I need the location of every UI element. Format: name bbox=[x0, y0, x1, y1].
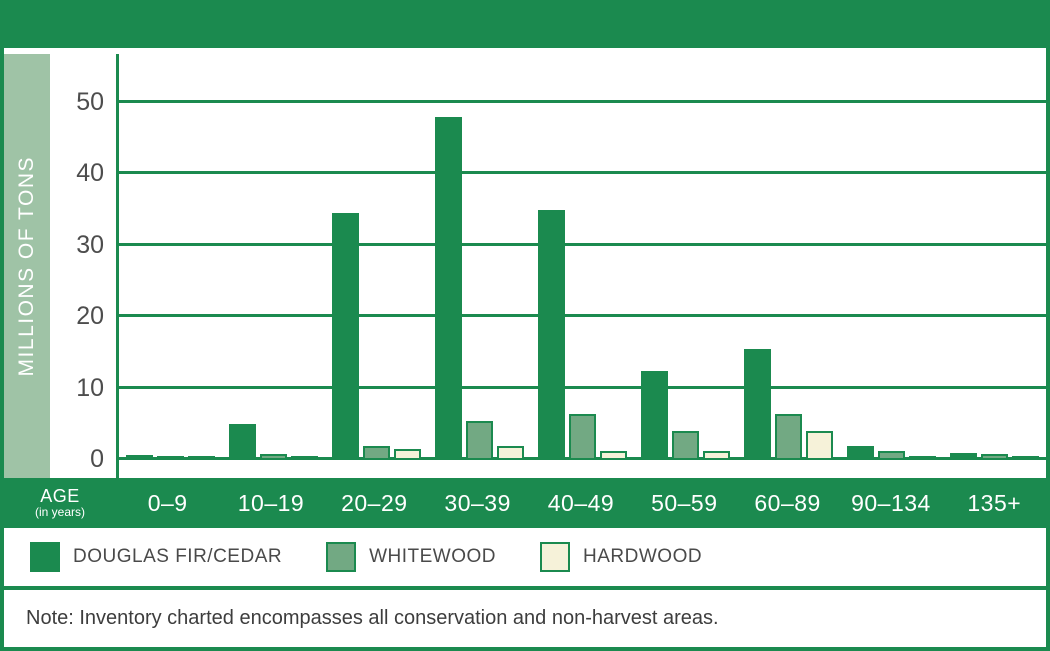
bar-group-40-49 bbox=[531, 209, 634, 460]
category-label-10-19: 10–19 bbox=[237, 489, 305, 516]
gridline-20 bbox=[119, 314, 1046, 317]
bar-douglas-fir-cedar-135 bbox=[950, 452, 977, 460]
bar-hardwood-10-19 bbox=[291, 456, 318, 460]
bar-group-20-29 bbox=[325, 213, 428, 460]
bar-whitewood-135 bbox=[981, 454, 1008, 460]
chart-region: MILLIONS OF TONS 0 10 20 30 40 50 bbox=[4, 54, 1046, 478]
bar-whitewood-0-9 bbox=[157, 456, 184, 460]
bar-group-135 bbox=[943, 452, 1046, 460]
bar-hardwood-40-49 bbox=[600, 451, 627, 460]
bar-douglas-fir-cedar-90-134 bbox=[847, 445, 874, 460]
y-tick-label-30: 30 bbox=[76, 230, 104, 259]
bar-hardwood-50-59 bbox=[703, 451, 730, 460]
bar-whitewood-90-134 bbox=[878, 450, 905, 460]
x-axis-title-main: AGE bbox=[40, 486, 80, 507]
y-tick-label-10: 10 bbox=[76, 373, 104, 402]
x-axis-band: AGE (in years) 0–9 10–19 20–29 30–39 40–49 50… bbox=[4, 478, 1046, 528]
gridline-40 bbox=[119, 171, 1046, 174]
y-tick-label-40: 40 bbox=[76, 159, 104, 187]
legend-label-whitewood: WHITEWOOD bbox=[369, 546, 497, 567]
y-axis-title: MILLIONS OF TONS bbox=[15, 155, 38, 377]
bar-douglas-fir-cedar-10-19 bbox=[229, 424, 256, 460]
bar-douglas-fir-cedar-30-39 bbox=[435, 116, 462, 460]
y-tick-label-20: 20 bbox=[76, 302, 104, 330]
gridline-50 bbox=[119, 99, 1046, 103]
legend-item-hardwood: HARDWOOD bbox=[540, 542, 702, 572]
legend-item-douglas-fir-cedar: DOUGLAS FIR/CEDAR bbox=[30, 542, 282, 572]
legend-swatch-douglas-fir-cedar bbox=[30, 542, 60, 572]
category-label-40-49: 40–49 bbox=[547, 489, 615, 516]
bar-hardwood-90-134 bbox=[909, 455, 936, 460]
bar-hardwood-30-39 bbox=[497, 445, 524, 460]
category-label-50-59: 50–59 bbox=[651, 489, 718, 516]
legend-label-hardwood: HARDWOOD bbox=[583, 546, 703, 567]
y-axis-title-strip: MILLIONS OF TONS bbox=[4, 54, 50, 478]
bar-group-90-134 bbox=[840, 445, 943, 460]
bar-group-30-39 bbox=[428, 116, 531, 460]
bar-hardwood-60-89 bbox=[806, 431, 833, 460]
bar-whitewood-50-59 bbox=[672, 431, 699, 460]
bar-group-0-9 bbox=[119, 455, 222, 460]
bar-douglas-fir-cedar-50-59 bbox=[641, 370, 668, 460]
bar-group-10-19 bbox=[222, 424, 325, 460]
note-bar: Note: Inventory charted encompasses all … bbox=[4, 590, 1046, 647]
category-label-60-89: 60–89 bbox=[754, 489, 821, 516]
bar-whitewood-40-49 bbox=[569, 413, 596, 460]
note-text: Note: Inventory charted encompasses all … bbox=[26, 607, 719, 629]
category-label-135: 135+ bbox=[967, 489, 1022, 516]
plot-area bbox=[116, 54, 1046, 478]
bar-group-50-59 bbox=[634, 370, 737, 460]
legend-label-douglas-fir-cedar: DOUGLAS FIR/CEDAR bbox=[73, 546, 283, 567]
bar-group-60-89 bbox=[737, 349, 840, 460]
gridline-30 bbox=[119, 242, 1046, 246]
bar-douglas-fir-cedar-20-29 bbox=[332, 213, 359, 460]
bar-hardwood-20-29 bbox=[394, 449, 421, 460]
legend: DOUGLAS FIR/CEDAR WHITEWOOD HARDWOOD bbox=[4, 528, 1046, 590]
gridline-10 bbox=[119, 385, 1046, 389]
y-axis-tick-labels: 0 10 20 30 40 50 bbox=[50, 54, 116, 478]
bar-douglas-fir-cedar-0-9 bbox=[126, 455, 153, 460]
y-tick-label-50: 50 bbox=[76, 87, 104, 116]
category-label-90-134: 90–134 bbox=[851, 489, 931, 516]
x-axis-title: AGE (in years) bbox=[4, 487, 116, 518]
bar-whitewood-10-19 bbox=[260, 454, 287, 460]
legend-swatch-whitewood bbox=[326, 542, 357, 572]
bar-whitewood-20-29 bbox=[363, 445, 390, 460]
category-label-0-9: 0–9 bbox=[147, 489, 188, 516]
category-label-30-39: 30–39 bbox=[444, 489, 511, 516]
legend-swatch-hardwood bbox=[540, 542, 571, 572]
bar-hardwood-135 bbox=[1012, 456, 1039, 460]
bar-douglas-fir-cedar-60-89 bbox=[744, 349, 771, 460]
x-axis-category-labels: 0–9 10–19 20–29 30–39 40–49 50–59 60–89 90–134 1… bbox=[116, 490, 1046, 517]
category-label-20-29: 20–29 bbox=[341, 489, 408, 516]
bar-hardwood-0-9 bbox=[188, 456, 215, 460]
bar-groups bbox=[119, 54, 1046, 460]
x-axis-title-sub: (in years) bbox=[34, 505, 85, 520]
bar-douglas-fir-cedar-40-49 bbox=[538, 209, 565, 460]
legend-item-whitewood: WHITEWOOD bbox=[326, 542, 496, 572]
bar-whitewood-30-39 bbox=[466, 420, 493, 460]
header-band bbox=[4, 4, 1046, 48]
bar-whitewood-60-89 bbox=[775, 413, 802, 460]
y-tick-label-0: 0 bbox=[90, 445, 104, 473]
